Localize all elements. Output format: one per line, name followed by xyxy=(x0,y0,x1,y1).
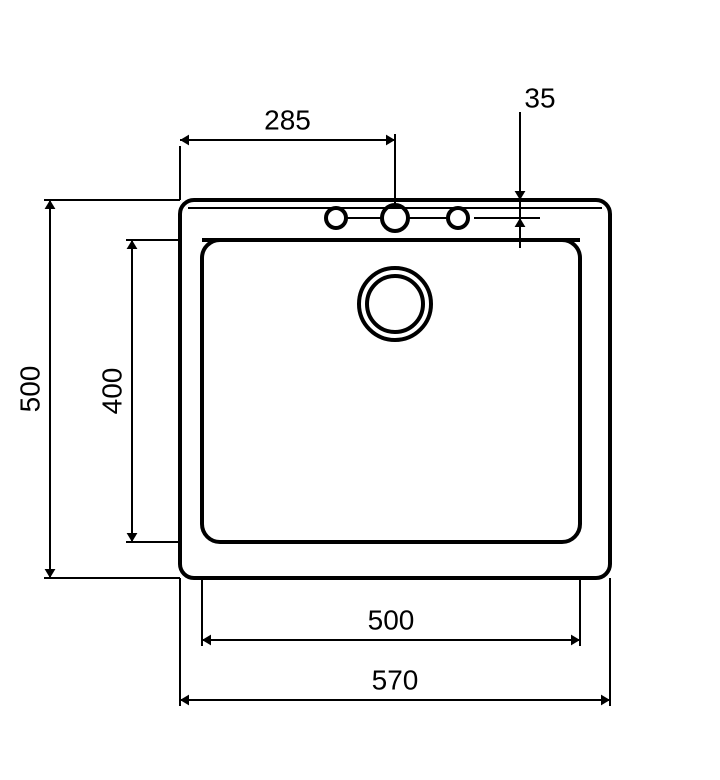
drain-outer xyxy=(359,268,431,340)
tap-hole-3 xyxy=(448,208,468,228)
dim-outer-height: 500 xyxy=(14,366,45,413)
dim-inner-width: 500 xyxy=(368,604,415,635)
dim-tap-offset: 285 xyxy=(264,104,311,135)
sink-bowl xyxy=(202,240,580,542)
tap-hole-1 xyxy=(326,208,346,228)
sink-outer xyxy=(180,200,610,578)
dim-tap-spacing: 35 xyxy=(524,82,555,113)
drain-inner xyxy=(367,276,423,332)
dim-outer-width: 570 xyxy=(372,664,419,695)
dim-inner-height: 400 xyxy=(96,368,127,415)
